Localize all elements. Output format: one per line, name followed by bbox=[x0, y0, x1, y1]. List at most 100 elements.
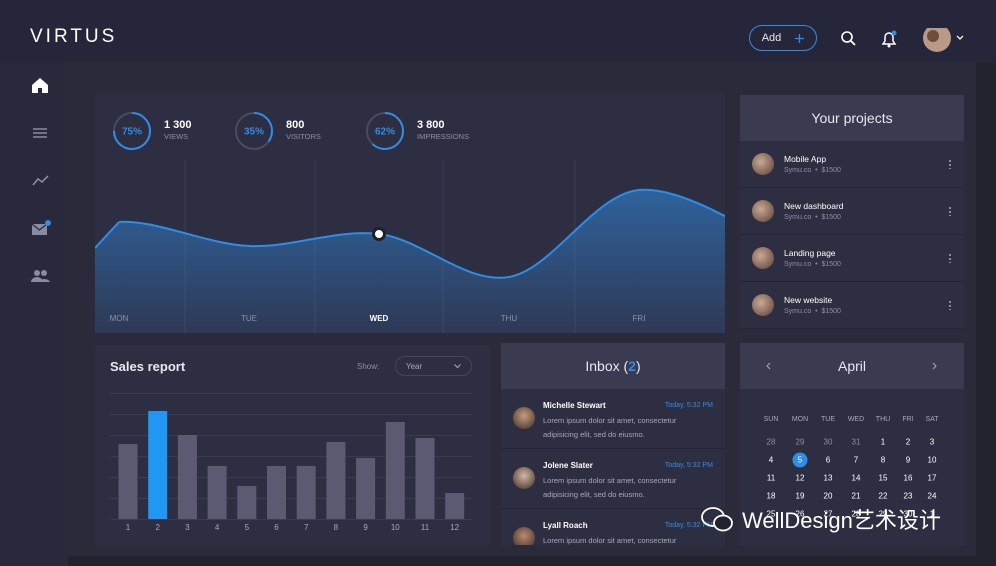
message-time: Today, 5:32 PM bbox=[664, 522, 713, 529]
next-arrow[interactable] bbox=[932, 362, 937, 370]
project-row[interactable]: Mobile App Symu.co • $1500 bbox=[740, 141, 964, 188]
menu-icon[interactable] bbox=[33, 128, 47, 138]
day[interactable]: 4 bbox=[769, 456, 774, 465]
avatar[interactable] bbox=[923, 28, 964, 52]
project-name: Mobile App bbox=[784, 154, 827, 164]
day[interactable]: 29 bbox=[796, 438, 805, 447]
project-row[interactable]: New website Symu.co • $1500 bbox=[740, 282, 964, 329]
day[interactable]: 1 bbox=[881, 438, 886, 447]
x-tick-label: 12 bbox=[450, 523, 459, 532]
x-tick-label: FRI bbox=[633, 314, 646, 323]
watermark-icon bbox=[701, 507, 733, 532]
bar bbox=[415, 438, 435, 519]
message[interactable]: Lyall Roach Today, 5:32 PM Lorem ipsum dol… bbox=[501, 509, 725, 545]
project-row[interactable]: New dashboard Symu.co • $1500 bbox=[740, 188, 964, 235]
bar bbox=[207, 466, 227, 519]
day[interactable]: 21 bbox=[852, 492, 861, 501]
stat-label: IMPRESSIONS bbox=[417, 132, 469, 141]
line-extension bbox=[95, 221, 120, 249]
day[interactable]: 25 bbox=[767, 510, 776, 519]
selected-point[interactable] bbox=[372, 227, 386, 241]
message-time: Today, 5:32 PM bbox=[664, 402, 713, 409]
day[interactable]: 30 bbox=[904, 510, 913, 519]
message[interactable]: Michelle Stewart Today, 5:32 PM Lorem ipsu… bbox=[501, 389, 725, 449]
day[interactable]: 18 bbox=[767, 492, 776, 501]
day[interactable]: 11 bbox=[767, 474, 776, 483]
day[interactable]: 7 bbox=[854, 456, 859, 465]
message[interactable]: Jolene Slater Today, 5:32 PM Lorem ipsum d… bbox=[501, 449, 725, 509]
message-text: Lorem ipsum dolor sit amet, consectetur … bbox=[543, 416, 677, 439]
day[interactable]: 19 bbox=[796, 492, 805, 501]
day[interactable]: 26 bbox=[796, 510, 805, 519]
trend-icon[interactable] bbox=[32, 175, 49, 186]
day[interactable]: 28 bbox=[852, 510, 861, 519]
sender-avatar bbox=[513, 407, 535, 429]
mail-icon[interactable] bbox=[31, 220, 51, 235]
day[interactable]: 28 bbox=[767, 438, 776, 447]
more-menu[interactable] bbox=[949, 253, 951, 263]
calendar-arrows bbox=[766, 362, 937, 370]
day[interactable]: 17 bbox=[928, 474, 937, 483]
ring-label: 35% bbox=[244, 127, 264, 138]
message-text: Lorem ipsum dolor sit amet, consectetur … bbox=[543, 536, 677, 545]
day[interactable]: 20 bbox=[824, 492, 833, 501]
day[interactable]: 23 bbox=[904, 492, 913, 501]
day[interactable]: 13 bbox=[824, 474, 833, 483]
day[interactable]: 3 bbox=[930, 438, 935, 447]
header-icons bbox=[841, 28, 964, 52]
bar bbox=[445, 493, 465, 519]
day[interactable]: 15 bbox=[879, 474, 888, 483]
bell-icon[interactable] bbox=[881, 30, 897, 48]
traffic-card: 75% 1 300 VIEWS 35% 800 VISITORS 62% 3 800 IMPRE… bbox=[95, 95, 725, 333]
day[interactable]: 8 bbox=[881, 456, 886, 465]
stat-label: VISITORS bbox=[286, 132, 321, 141]
day[interactable]: 16 bbox=[904, 474, 913, 483]
project-name: New dashboard bbox=[784, 201, 844, 211]
period-select[interactable]: Year bbox=[395, 356, 472, 376]
day[interactable]: 12 bbox=[796, 474, 805, 483]
day[interactable]: 30 bbox=[824, 438, 833, 447]
project-meta: Symu.co • $1500 bbox=[784, 214, 841, 221]
prev-arrow[interactable] bbox=[766, 362, 771, 370]
inbox-title: Inbox (2) bbox=[501, 343, 725, 389]
day[interactable]: 1 bbox=[930, 510, 935, 519]
project-avatar bbox=[752, 294, 774, 316]
inbox-card: Inbox (2) Michelle Stewart Today, 5:32 PM… bbox=[501, 343, 725, 545]
x-tick-label: 8 bbox=[334, 523, 339, 532]
watermark-text: WellDesign艺术设计 bbox=[742, 508, 941, 533]
x-tick-label: 1 bbox=[126, 523, 131, 532]
day[interactable]: 2 bbox=[906, 438, 911, 447]
day[interactable]: 29 bbox=[879, 510, 888, 519]
day[interactable]: 5 bbox=[798, 456, 803, 465]
day[interactable]: 10 bbox=[928, 456, 937, 465]
watermark: WellDesign艺术设计 bbox=[700, 504, 962, 534]
more-menu[interactable] bbox=[949, 206, 951, 216]
day[interactable]: 22 bbox=[879, 492, 888, 501]
day[interactable]: 31 bbox=[852, 438, 861, 447]
ring-label: 62% bbox=[375, 127, 395, 138]
bar bbox=[237, 486, 257, 519]
search-icon[interactable] bbox=[841, 31, 856, 46]
project-row[interactable]: Landing page Symu.co • $1500 bbox=[740, 235, 964, 282]
x-tick-label: 6 bbox=[274, 523, 279, 532]
add-button[interactable]: Add bbox=[749, 25, 817, 51]
ring-progress bbox=[235, 112, 273, 150]
sender-name: Lyall Roach bbox=[543, 521, 588, 530]
show-label: Show: bbox=[357, 362, 380, 371]
home-icon[interactable] bbox=[32, 78, 48, 93]
day[interactable]: 14 bbox=[852, 474, 861, 483]
bar bbox=[356, 458, 376, 519]
users-icon[interactable] bbox=[31, 270, 50, 282]
day[interactable]: 27 bbox=[824, 510, 833, 519]
bar bbox=[385, 422, 405, 519]
x-tick-label: 5 bbox=[245, 523, 250, 532]
day[interactable]: 6 bbox=[826, 456, 831, 465]
more-menu[interactable] bbox=[949, 300, 951, 310]
day[interactable]: 9 bbox=[906, 456, 911, 465]
more-menu[interactable] bbox=[949, 159, 951, 169]
day[interactable]: 24 bbox=[928, 492, 937, 501]
bar bbox=[296, 466, 316, 519]
plus-icon bbox=[795, 33, 805, 43]
